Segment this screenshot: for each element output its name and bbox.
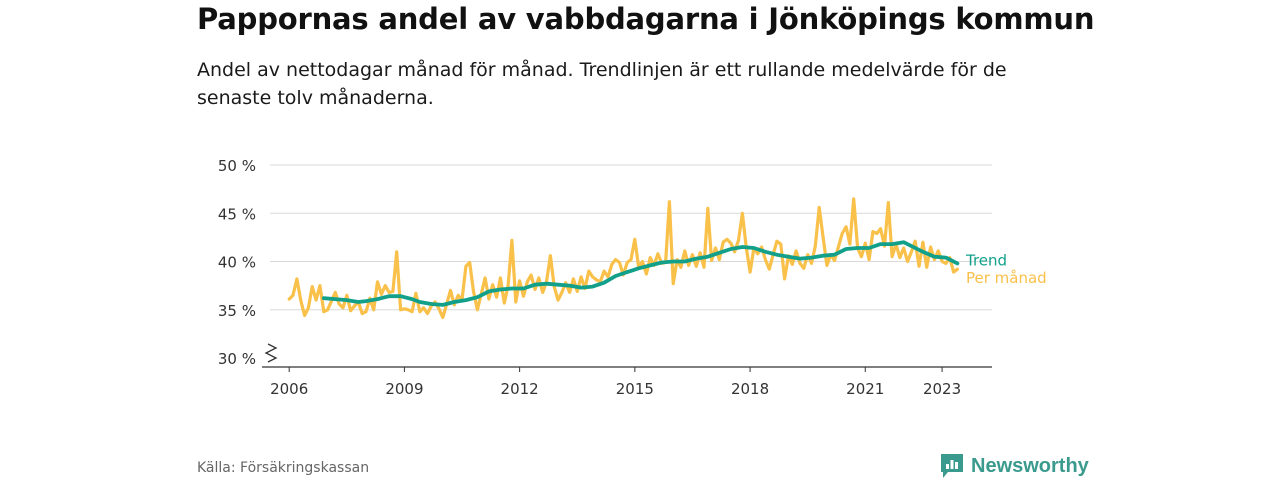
- monthly-series-line: [287, 197, 959, 320]
- trend-series-label: Trend: [965, 251, 1007, 269]
- brand-logo[interactable]: Newsworthy: [939, 451, 1089, 481]
- source-note: Källa: Försäkringskassan: [197, 460, 370, 476]
- monthly-series-label: Per månad: [966, 269, 1047, 287]
- y-tick-label: 30 %: [218, 350, 256, 368]
- chart-title: Pappornas andel av vabbdagarna i Jönköpi…: [197, 2, 1095, 36]
- x-tick-label: 2023: [923, 380, 961, 398]
- x-tick-label: 2018: [731, 380, 769, 398]
- brand-name: Newsworthy: [971, 454, 1089, 477]
- y-tick-label: 50 %: [218, 157, 256, 175]
- x-tick-label: 2006: [270, 380, 308, 398]
- y-tick-label: 40 %: [218, 254, 256, 272]
- axis-break-icon: [264, 343, 278, 363]
- y-tick-label: 45 %: [218, 205, 256, 223]
- y-axis: 30 % 35 % 40 % 45 % 50 %: [218, 157, 256, 368]
- series-lines: [287, 197, 960, 320]
- x-tick-label: 2009: [385, 380, 423, 398]
- x-tick-label: 2015: [616, 380, 654, 398]
- y-tick-label: 35 %: [218, 302, 256, 320]
- x-tick-label: 2021: [846, 380, 884, 398]
- newsworthy-logo-icon: [941, 454, 963, 478]
- x-axis: 2006 2009 2012 2015 2018 2021 2023: [262, 343, 992, 398]
- x-tick-label: 2012: [501, 380, 539, 398]
- trend-series-line: [321, 240, 960, 307]
- chart-subtitle: Andel av nettodagar månad för månad. Tre…: [197, 59, 1007, 109]
